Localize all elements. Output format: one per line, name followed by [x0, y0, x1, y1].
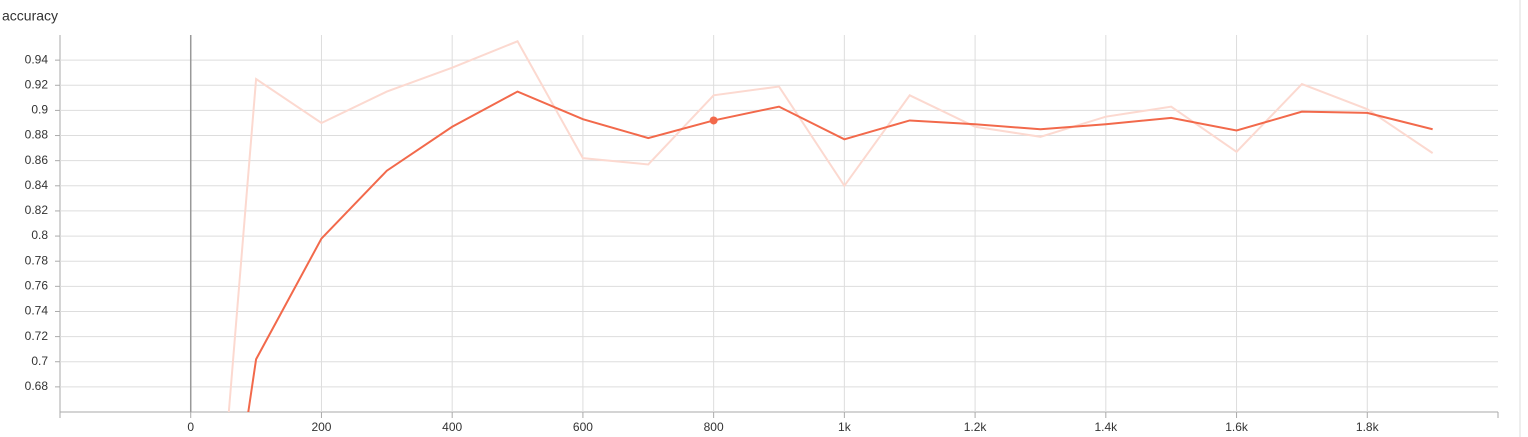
y-tick-label: 0.76 — [25, 279, 49, 293]
y-tick-label: 0.92 — [25, 77, 49, 91]
x-tick-label: 800 — [704, 420, 724, 434]
y-tick-label: 0.78 — [25, 253, 49, 267]
y-tick-label: 0.82 — [25, 203, 49, 217]
x-tick-label: 0 — [187, 420, 194, 434]
series-line — [227, 40, 1434, 412]
highlight-point — [709, 116, 718, 125]
y-tick-label: 0.88 — [25, 128, 49, 142]
chart-title: accuracy — [2, 8, 58, 24]
x-tick-label: 1k — [838, 420, 852, 434]
y-tick-label: 0.72 — [25, 329, 49, 343]
y-tick-label: 0.84 — [25, 178, 49, 192]
y-tick-label: 0.68 — [25, 379, 49, 393]
y-tick-label: 0.74 — [25, 304, 49, 318]
y-tick-label: 0.7 — [31, 354, 48, 368]
x-tick-label: 1.4k — [1094, 420, 1118, 434]
x-tick-label: 1.2k — [964, 420, 988, 434]
y-tick-label: 0.8 — [31, 228, 48, 242]
x-tick-label: 1.8k — [1356, 420, 1380, 434]
y-tick-label: 0.94 — [25, 52, 49, 66]
y-tick-label: 0.9 — [31, 103, 48, 117]
x-tick-label: 400 — [442, 420, 462, 434]
x-tick-label: 200 — [311, 420, 331, 434]
x-tick-label: 1.6k — [1225, 420, 1249, 434]
series-line — [247, 90, 1433, 412]
x-tick-label: 600 — [573, 420, 593, 434]
y-tick-label: 0.86 — [25, 153, 49, 167]
